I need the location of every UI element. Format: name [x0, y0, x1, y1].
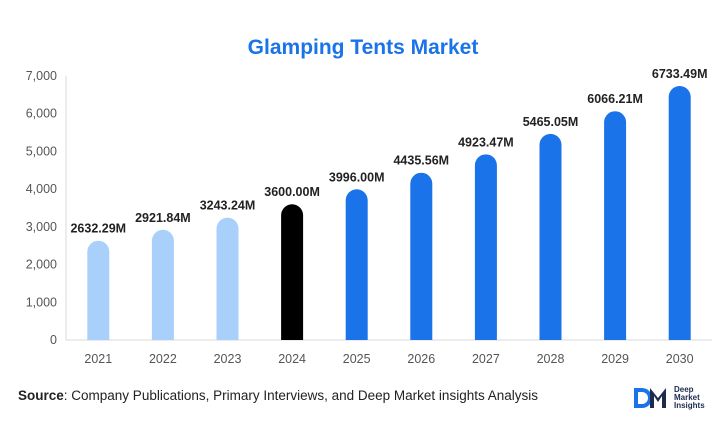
data-label: 4923.47M	[458, 135, 514, 149]
dm-logo-icon	[634, 388, 666, 408]
bar	[87, 240, 110, 340]
x-tick-label: 2028	[537, 352, 565, 366]
y-tick-label: 0	[50, 333, 57, 347]
y-tick-label: 4,000	[26, 182, 57, 196]
source-label: Source	[18, 388, 64, 403]
y-tick-label: 6,000	[26, 107, 57, 121]
bar	[474, 154, 497, 340]
y-tick-label: 1,000	[26, 295, 57, 309]
y-tick-label: 2,000	[26, 258, 57, 272]
bar	[216, 217, 239, 340]
data-label: 6066.21M	[587, 92, 643, 106]
x-tick-label: 2025	[343, 352, 371, 366]
source-note: Source: Company Publications, Primary In…	[18, 388, 538, 403]
bar	[668, 86, 691, 340]
x-tick-label: 2026	[407, 352, 435, 366]
x-tick-label: 2021	[84, 352, 112, 366]
logo-line-3: Insights	[674, 401, 705, 410]
logo-line-1: Deep	[674, 385, 694, 394]
bar	[345, 189, 368, 340]
bar	[151, 229, 174, 340]
x-tick-label: 2023	[214, 352, 242, 366]
y-tick-label: 5,000	[26, 144, 57, 158]
logo-line-2: Market	[674, 393, 700, 402]
data-label: 2632.29M	[70, 222, 126, 236]
y-tick-label: 7,000	[26, 69, 57, 83]
bar	[410, 172, 433, 340]
data-label: 3243.24M	[200, 199, 256, 213]
x-tick-label: 2022	[149, 352, 177, 366]
x-tick-label: 2024	[278, 352, 306, 366]
data-label: 6733.49M	[652, 67, 708, 81]
x-tick-label: 2030	[666, 352, 694, 366]
bar	[281, 204, 304, 340]
bar	[539, 133, 562, 340]
data-label: 5465.05M	[523, 115, 579, 129]
source-text: : Company Publications, Primary Intervie…	[63, 388, 538, 403]
chart-title: Glamping Tents Market	[247, 36, 479, 59]
bar	[604, 111, 627, 340]
company-logo: Deep Market Insights	[632, 383, 722, 413]
y-tick-label: 3,000	[26, 220, 57, 234]
data-label: 2921.84M	[135, 211, 191, 225]
x-tick-label: 2027	[472, 352, 500, 366]
data-label: 3600.00M	[264, 185, 320, 199]
x-tick-label: 2029	[601, 352, 629, 366]
data-label: 4435.56M	[393, 154, 449, 168]
logo-text: Deep Market Insights	[674, 386, 705, 410]
data-label: 3996.00M	[329, 170, 385, 184]
bar-chart: 0 1,000 2,000 3,000 4,000 5,000 6,000 7,000 2632…	[26, 67, 712, 366]
